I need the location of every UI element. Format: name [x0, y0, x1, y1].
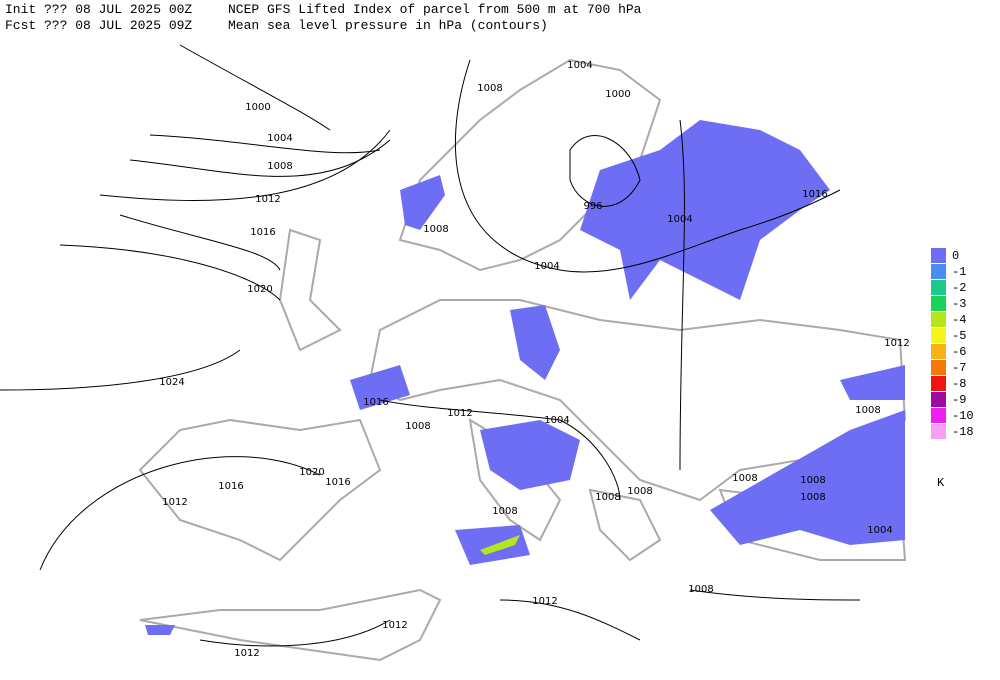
legend-unit: K [937, 476, 945, 490]
isobar-label: 1012 [162, 497, 187, 508]
isobar-label: 1000 [245, 102, 270, 113]
isobar-label: 1012 [532, 596, 557, 607]
isobar-label: 1000 [605, 89, 630, 100]
legend-swatch [931, 392, 946, 407]
legend-label: -5 [952, 329, 966, 343]
isobar-label: 1008 [477, 83, 502, 94]
subtitle: Mean sea level pressure in hPa (contours… [228, 18, 548, 33]
isobar-label: 1004 [667, 214, 692, 225]
legend-label: -6 [952, 345, 966, 359]
legend: 0 -1 -2 -3 -4 -5 -6 -7 -8 -9 -10 -18 K [931, 248, 974, 490]
legend-swatch [931, 344, 946, 359]
legend-swatch [931, 280, 946, 295]
legend-swatch [931, 296, 946, 311]
legend-swatch [931, 248, 946, 263]
isobar-label: 1004 [567, 60, 592, 71]
isobar-label: 1020 [299, 467, 324, 478]
legend-label: -4 [952, 313, 966, 327]
isobar-label: 1012 [884, 338, 909, 349]
isobar-label: 1004 [534, 261, 559, 272]
legend-swatch [931, 360, 946, 375]
legend-swatch [931, 408, 946, 423]
isobar-label: 1008 [855, 405, 880, 416]
isobar-label: 1020 [247, 284, 272, 295]
isobar-label: 1004 [867, 525, 892, 536]
isobar-label: 1008 [800, 492, 825, 503]
isobar-label: 1008 [688, 584, 713, 595]
isobar-labels: 1000100410081012101610201024100410081000… [159, 60, 909, 659]
isobar-label: 1012 [255, 194, 280, 205]
isobar-label: 1008 [800, 475, 825, 486]
isobar-label: 1012 [382, 620, 407, 631]
legend-label: -8 [952, 377, 966, 391]
isobars [0, 44, 861, 647]
isobar-label: 1012 [447, 408, 472, 419]
isobar-label: 1012 [234, 648, 259, 659]
init-time: Init ??? 08 JUL 2025 00Z [5, 2, 192, 17]
isobar-label: 1016 [325, 477, 350, 488]
isobar-label: 1008 [267, 161, 292, 172]
legend-swatch [931, 328, 946, 343]
legend-label: -9 [952, 393, 966, 407]
isobar-label: 1008 [595, 492, 620, 503]
isobar-label: 1016 [363, 397, 388, 408]
legend-swatch [931, 376, 946, 391]
legend-label: -1 [952, 265, 966, 279]
legend-label: -18 [952, 425, 974, 439]
lifted-index-areas [145, 120, 905, 635]
fcst-time: Fcst ??? 08 JUL 2025 09Z [5, 18, 192, 33]
isobar-label: 1016 [250, 227, 275, 238]
legend-label: -2 [952, 281, 966, 295]
legend-label: 0 [952, 249, 959, 263]
isobar-label: 1008 [423, 224, 448, 235]
isobar-label: 1008 [627, 486, 652, 497]
legend-swatch [931, 312, 946, 327]
isobar-label: 1016 [218, 481, 243, 492]
legend-swatch [931, 264, 946, 279]
isobar-label: 1024 [159, 377, 184, 388]
isobar-label: 1004 [267, 133, 292, 144]
isobar-label: 1016 [802, 189, 827, 200]
legend-swatch [931, 424, 946, 439]
isobar-label: 1004 [544, 415, 569, 426]
isobar-label: 1008 [492, 506, 517, 517]
isobar-label: 996 [583, 201, 602, 212]
isobar-label: 1008 [732, 473, 757, 484]
legend-label: -10 [952, 409, 974, 423]
isobar-label: 1008 [405, 421, 430, 432]
legend-label: -7 [952, 361, 966, 375]
title: NCEP GFS Lifted Index of parcel from 500… [228, 2, 642, 17]
legend-label: -3 [952, 297, 966, 311]
